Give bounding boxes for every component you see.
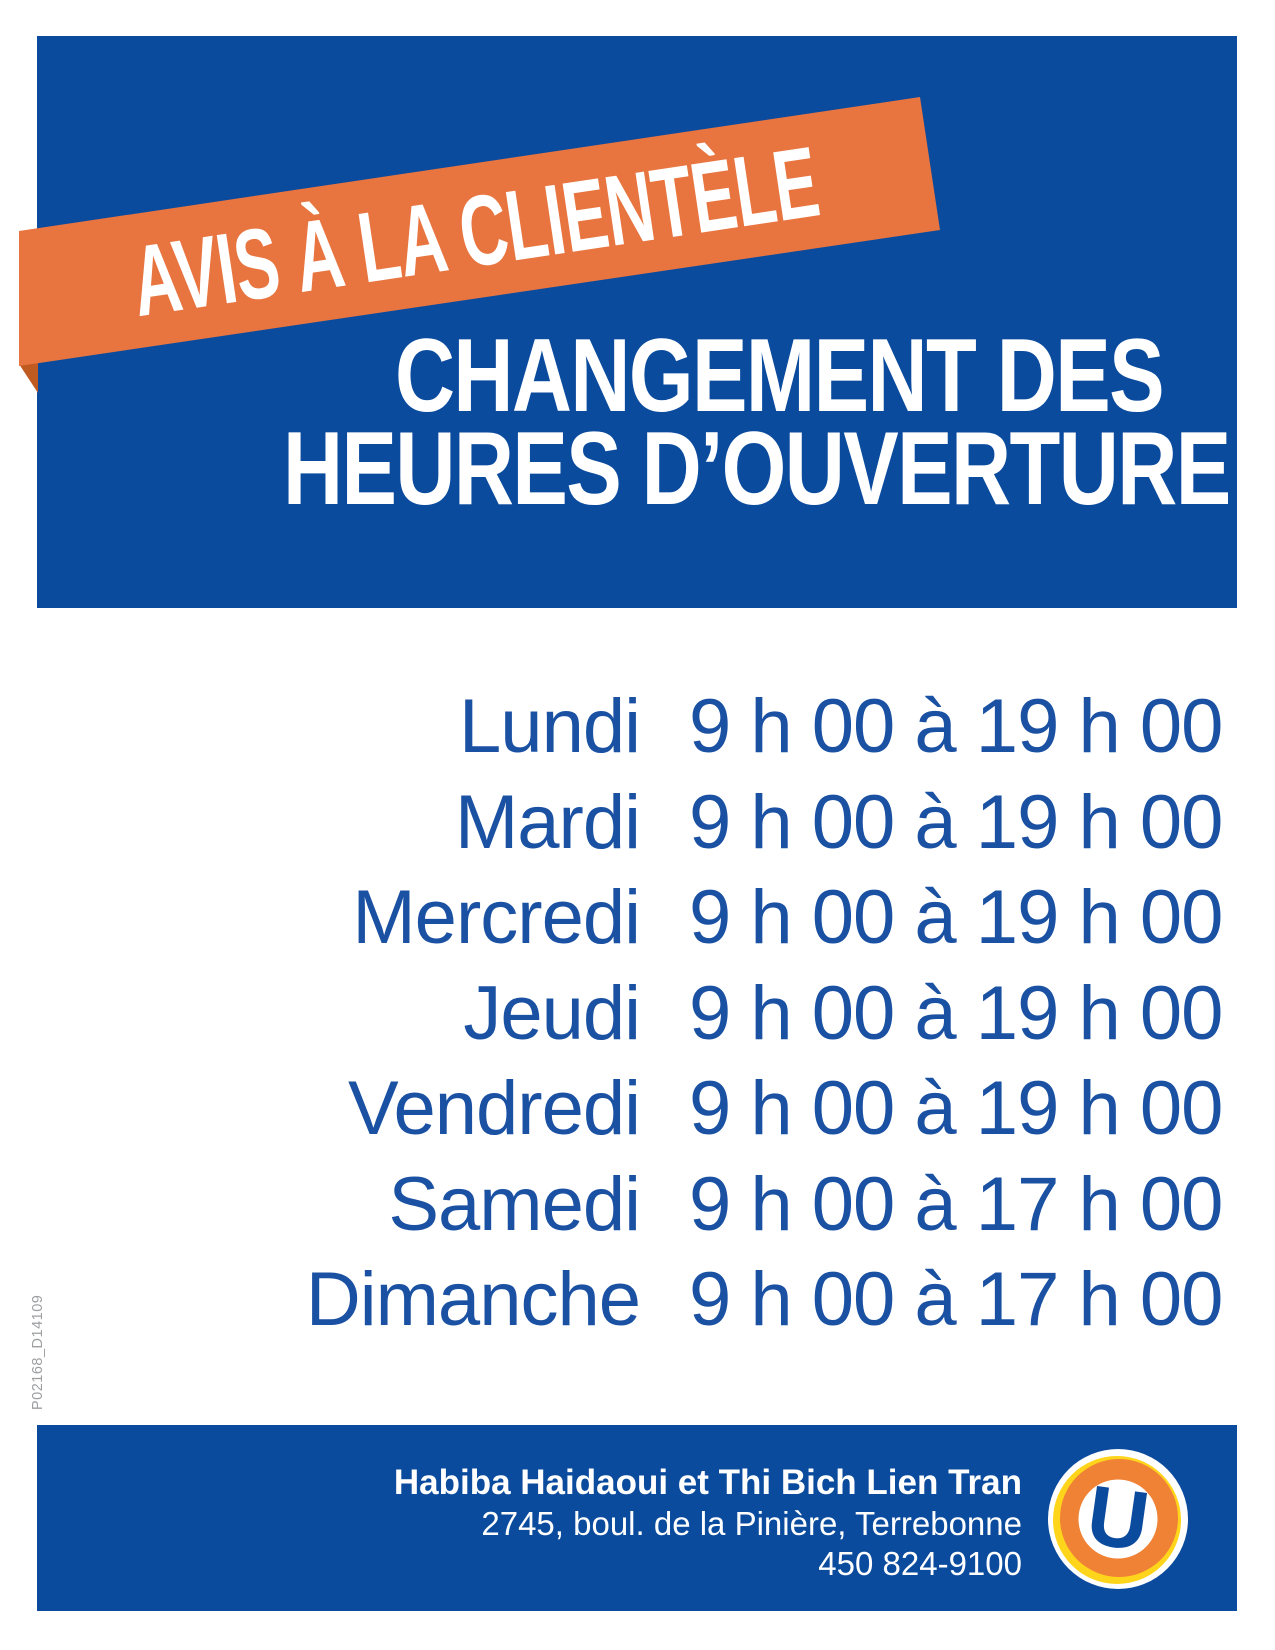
page-title-line2: HEURES D’OUVERTURE: [283, 411, 1231, 527]
uniprix-logo: U: [1048, 1449, 1188, 1589]
store-info: Habiba Haidaoui et Thi Bich Lien Tran 27…: [262, 1461, 1022, 1584]
hours-value: 9 h 00 à 19 h 00: [689, 1066, 1223, 1151]
table-row: Jeudi 9 h 00 à 19 h 00: [0, 966, 1275, 1062]
logo-letter: U: [1082, 1467, 1155, 1569]
hours-value: 9 h 00 à 17 h 00: [689, 1161, 1223, 1247]
day-label: Lundi: [459, 684, 641, 769]
page-title: CHANGEMENT DES HEURES D’OUVERTURE: [283, 318, 1231, 527]
footer-blue-bar: Habiba Haidaoui et Thi Bich Lien Tran 27…: [37, 1425, 1237, 1611]
opening-hours-table: Lundi 9 h 00 à 19 h 00 Mardi 9 h 00 à 19…: [0, 679, 1275, 1348]
hours-value: 9 h 00 à 17 h 00: [689, 1257, 1223, 1342]
hours-value: 9 h 00 à 19 h 00: [689, 970, 1223, 1056]
day-label: Dimanche: [305, 1257, 641, 1342]
day-label: Mardi: [454, 779, 641, 865]
page-title-line1: CHANGEMENT DES: [394, 318, 1165, 434]
table-row: Vendredi 9 h 00 à 19 h 00: [0, 1061, 1275, 1157]
table-row: Mercredi 9 h 00 à 19 h 00: [0, 870, 1275, 966]
hours-value: 9 h 00 à 19 h 00: [689, 779, 1223, 865]
table-row: Lundi 9 h 00 à 19 h 00: [0, 679, 1275, 775]
store-owners: Habiba Haidaoui et Thi Bich Lien Tran: [393, 1463, 1022, 1502]
store-address: 2745, boul. de la Pinière, Terrebonne: [481, 1505, 1022, 1542]
day-label: Vendredi: [347, 1066, 641, 1151]
production-code: P02168_D14109: [30, 1294, 46, 1410]
day-label: Samedi: [388, 1161, 641, 1247]
store-phone: 450 824-9100: [818, 1545, 1022, 1582]
table-row: Mardi 9 h 00 à 19 h 00: [0, 775, 1275, 871]
table-row: Dimanche 9 h 00 à 17 h 00: [0, 1252, 1275, 1348]
day-label: Jeudi: [463, 970, 641, 1056]
hours-value: 9 h 00 à 19 h 00: [689, 684, 1223, 769]
day-label: Mercredi: [352, 875, 641, 960]
table-row: Samedi 9 h 00 à 17 h 00: [0, 1157, 1275, 1253]
logo-inner-disc: [1078, 1479, 1158, 1559]
hours-value: 9 h 00 à 19 h 00: [689, 875, 1223, 960]
